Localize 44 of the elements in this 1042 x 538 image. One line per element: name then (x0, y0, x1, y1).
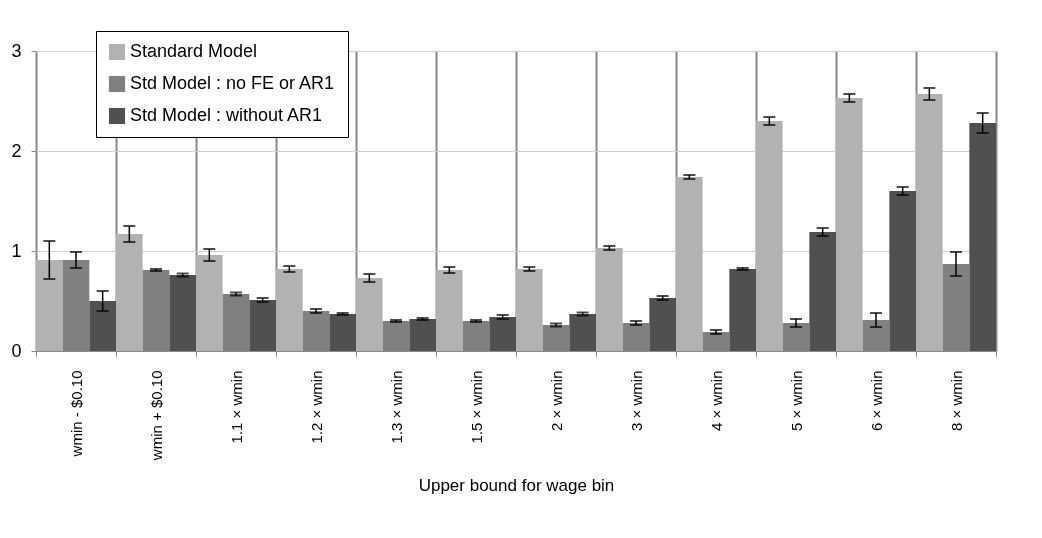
bar (596, 248, 623, 351)
bar (169, 275, 196, 351)
legend-label: Standard Model (130, 41, 258, 61)
bar (916, 94, 943, 351)
x-tick-label: 4 × wmin (707, 370, 725, 431)
bar (836, 98, 863, 351)
y-tick-label: 1 (11, 240, 22, 261)
x-tick-label: 6 × wmin (867, 370, 885, 431)
x-tick-label: 1.5 × wmin (467, 370, 485, 444)
bar (409, 319, 436, 351)
bar (436, 270, 463, 351)
x-tick-label: 5 × wmin (787, 370, 805, 431)
bar (116, 234, 143, 351)
legend-label: Std Model : no FE or AR1 (130, 73, 335, 93)
x-tick-label: wmin - $0.10 (67, 370, 85, 458)
x-tick-label: 1.1 × wmin (227, 370, 245, 444)
x-tick-label: 1.2 × wmin (307, 370, 325, 444)
bar (36, 260, 63, 351)
bar (969, 123, 996, 351)
legend-label: Std Model : without AR1 (130, 105, 323, 125)
bar (756, 121, 783, 351)
bar (249, 300, 276, 351)
bar (489, 317, 516, 351)
bar (569, 314, 596, 351)
x-tick-label: wmin + $0.10 (147, 370, 165, 462)
bar (516, 269, 543, 351)
bar (276, 269, 303, 351)
bar (809, 232, 836, 351)
x-tick-label: 1.3 × wmin (387, 370, 405, 444)
bar (356, 278, 383, 351)
x-tick-label: 2 × wmin (547, 370, 565, 431)
x-tick-label: 3 × wmin (627, 370, 645, 431)
bar (89, 301, 116, 351)
bar (196, 255, 223, 351)
bar (889, 191, 916, 351)
y-tick-label: 3 (11, 40, 22, 61)
x-tick-label: 8 × wmin (947, 370, 965, 431)
bar (676, 177, 703, 351)
x-axis-title: Upper bound for wage bin (418, 476, 615, 496)
y-tick-label: 2 (11, 140, 22, 161)
bar (729, 269, 756, 351)
bar (649, 298, 676, 351)
bar (329, 314, 356, 351)
y-tick-label: 0 (11, 340, 22, 361)
